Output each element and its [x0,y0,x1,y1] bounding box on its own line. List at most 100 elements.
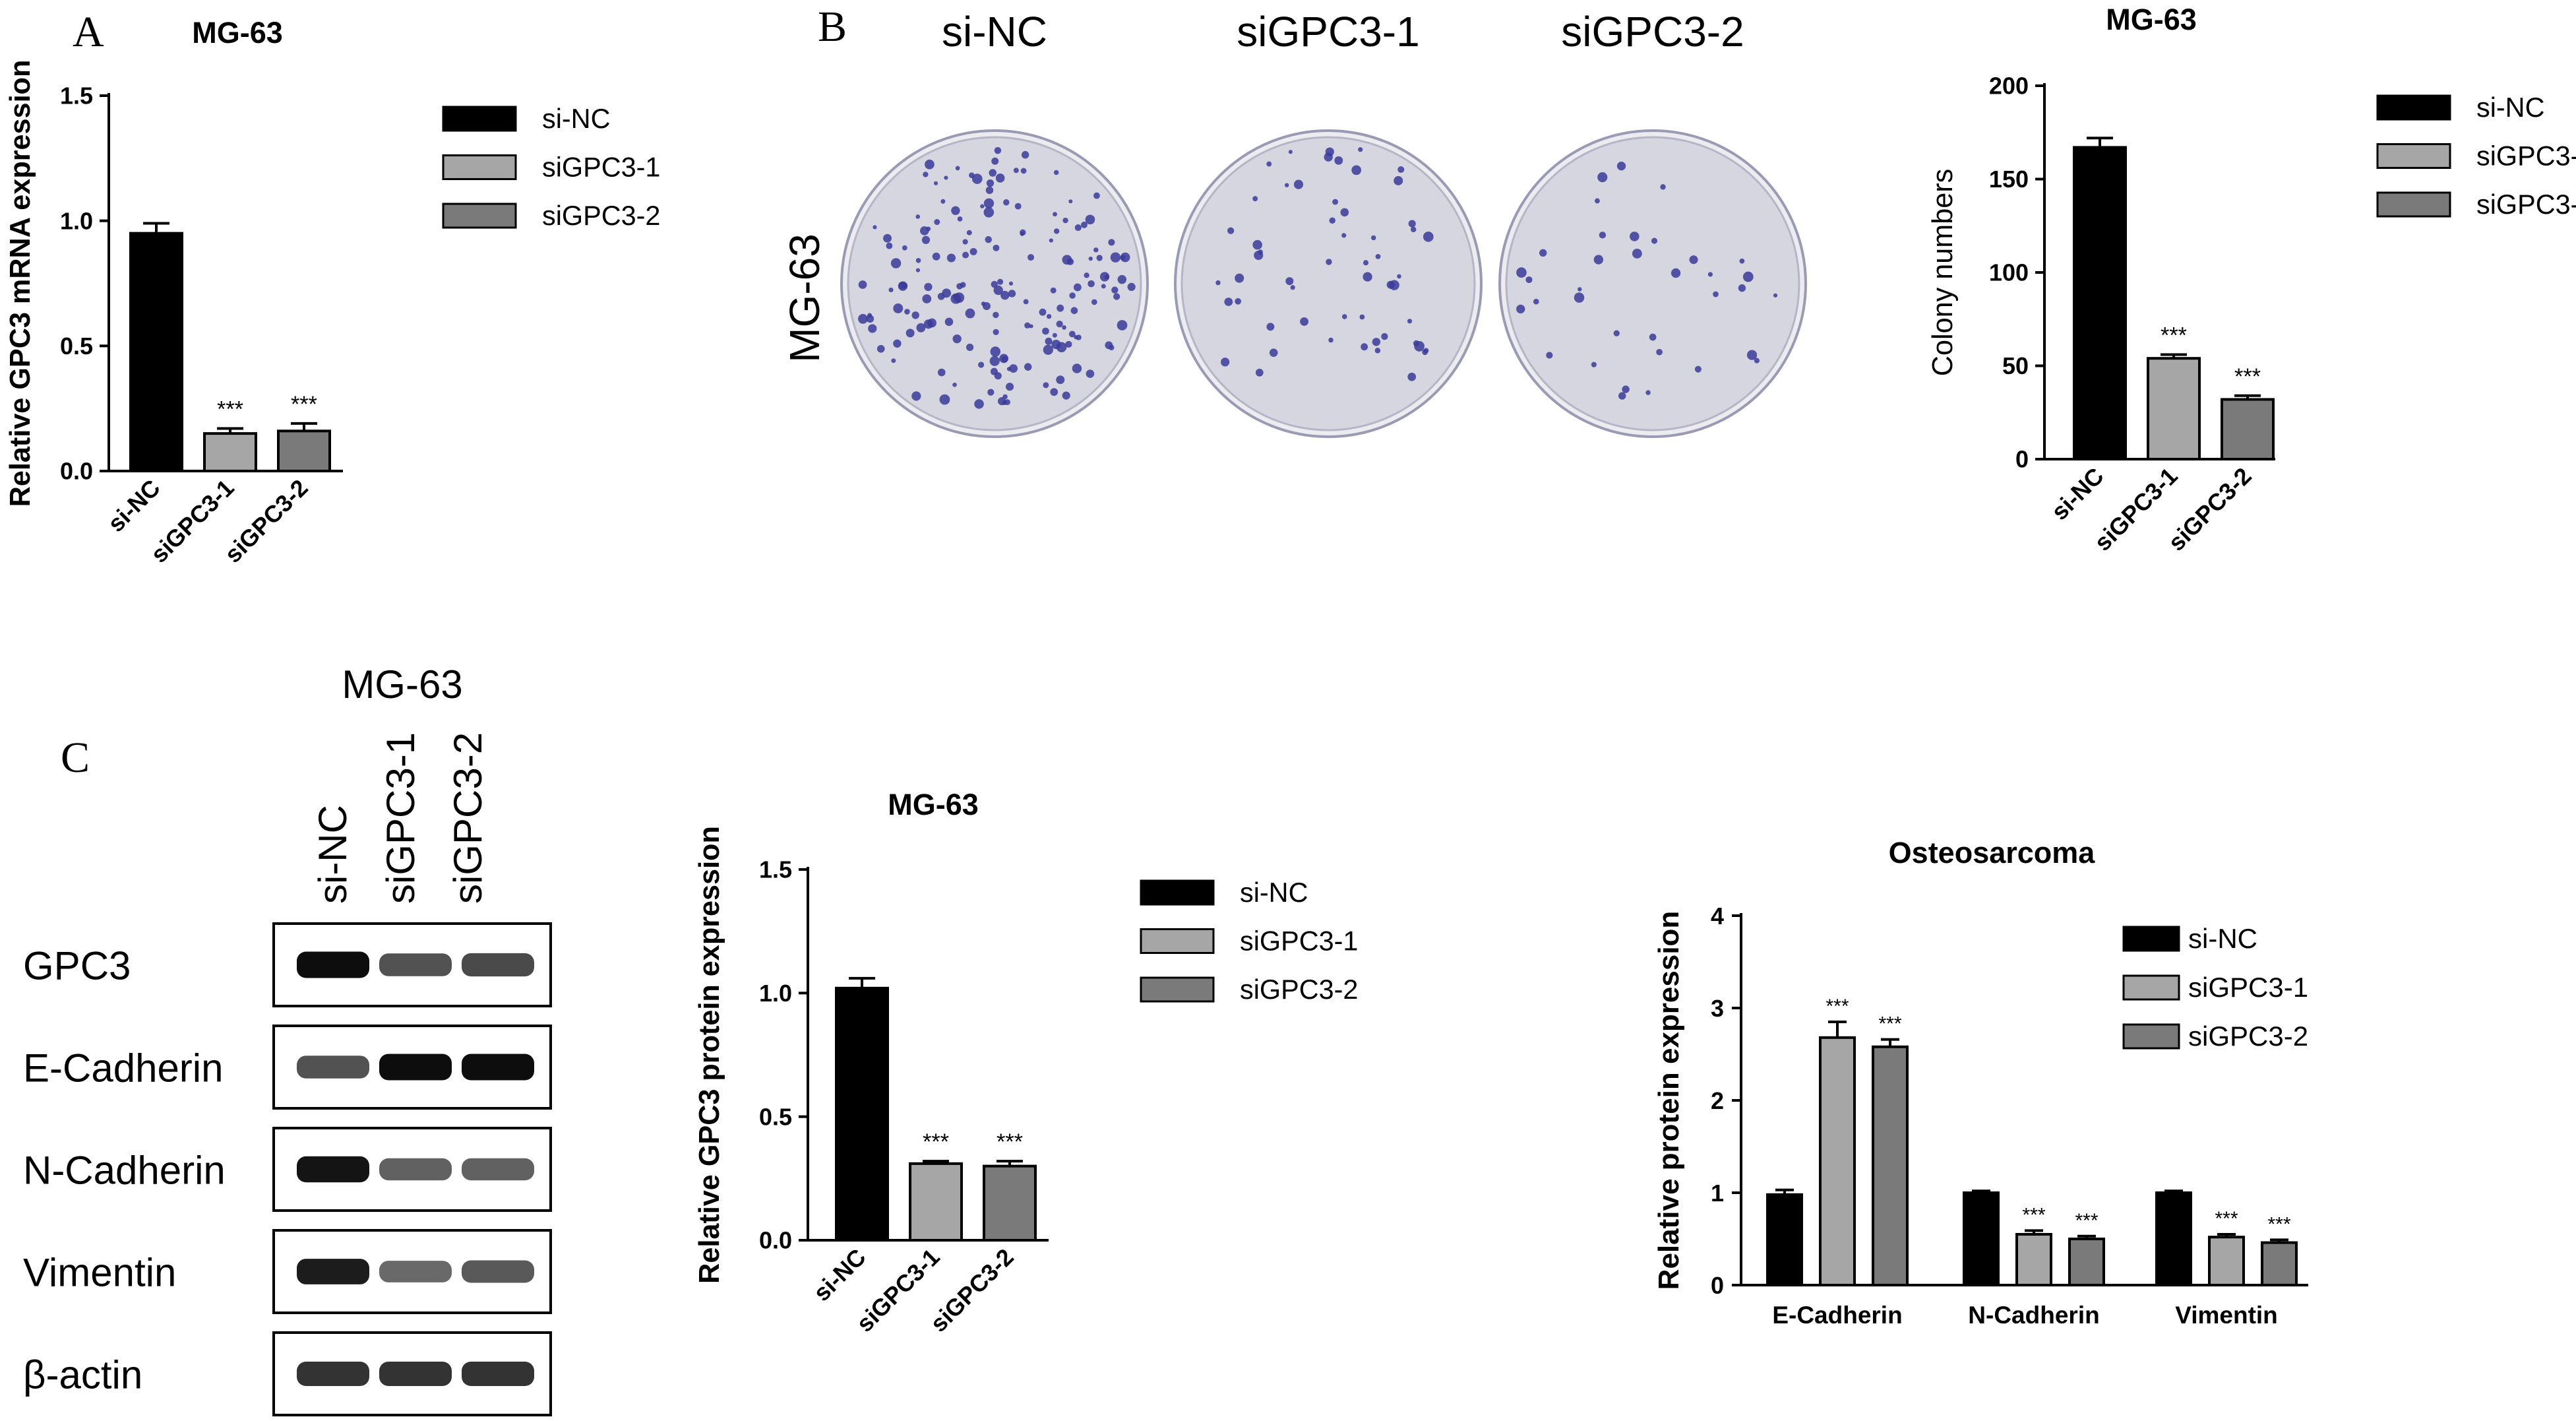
colony [1738,284,1746,292]
colony [1072,363,1082,373]
colony [883,234,892,243]
colony [1332,199,1339,205]
colony [925,159,935,170]
colony [1043,344,1053,355]
colony [971,174,983,184]
colony [962,239,968,245]
colony [1300,317,1309,326]
blot-band [379,1054,452,1081]
colony [986,179,995,187]
colony [1111,286,1119,294]
colony [915,258,921,263]
colony [989,356,1000,366]
colony [1074,224,1082,232]
colony [1599,232,1607,239]
colony [1084,272,1089,278]
colony [1127,282,1136,291]
y-tick-label: 2 [1711,1087,1724,1114]
bar-siGPC3-1 [203,432,257,472]
colony [1006,367,1012,371]
legend-swatch [1140,928,1215,954]
colony [1539,249,1547,257]
colony [951,206,960,215]
blot-row-label: E-Cadherin [23,1046,224,1090]
legend-label: si-NC [2188,923,2257,954]
colony [1372,338,1381,346]
colony [1088,256,1093,261]
colony [1003,199,1010,206]
colony [1533,298,1539,305]
y-tick-label: 1 [1711,1180,1724,1207]
blot-band [297,1259,369,1284]
blot-band [379,1261,452,1282]
colony [1375,253,1381,259]
colony [1235,298,1242,305]
colony [876,344,885,353]
petri-dish [1181,136,1476,431]
blot-row-label: β-actin [23,1353,142,1397]
colony [922,294,932,303]
bar-siGPC3-2 [983,1164,1037,1242]
colony [1656,348,1663,356]
colony [868,324,877,333]
colony [966,343,974,352]
colony [1255,368,1264,377]
blot-band [379,953,452,976]
colony [995,174,1005,183]
dish-title: si-NC [942,8,1047,55]
colony [1117,320,1128,331]
colony [1062,391,1070,400]
blot-row-label: Vimentin [23,1251,176,1295]
chart-1: MG-63 Colony numbers 0 50 100 150 200 si-NC *** s… [1927,3,2576,556]
dish-row-label: MG-63 [781,234,828,363]
y-tick-label: 100 [1989,259,2029,286]
bar-siGPC3-2-E-Cadherin [1872,1045,1909,1287]
colony [1093,192,1100,199]
colony [1414,341,1425,352]
colony [1689,255,1698,265]
colony [1039,308,1047,316]
colony [905,329,915,338]
colony [987,389,995,396]
colony [1053,228,1060,234]
colony [1525,276,1533,284]
colony [993,311,999,319]
colony [1649,333,1657,341]
legend-label: siGPC3-1 [2476,141,2576,172]
colony [980,204,985,208]
colony [1045,337,1053,345]
colony [952,334,962,344]
blot-band [462,953,534,977]
legend-swatch [2122,926,2180,952]
colony [969,247,977,255]
colony [1516,304,1525,314]
colony [1613,330,1620,336]
legend-label: siGPC3-1 [542,152,660,183]
blot-band [297,1362,369,1386]
colony [944,175,948,180]
colony [1046,313,1052,319]
colony [1053,212,1057,217]
colony [1632,248,1642,259]
colony [1630,232,1640,241]
x-tick-label: N-Cadherin [1968,1302,2099,1329]
bar-siGPC3-1-Vimentin [2208,1236,2245,1286]
colony [978,362,985,368]
colony [1108,239,1115,246]
colony [1516,267,1527,278]
colony [1001,356,1008,363]
legend-label: siGPC3-2 [1240,974,1358,1005]
legend-label: si-NC [1240,877,1308,908]
blot-lane-label: si-NC [311,805,355,904]
colony [1284,183,1289,187]
colony [1351,165,1362,175]
colony [993,285,1003,296]
colony [1088,280,1095,288]
significance-label: *** [1825,995,1849,1017]
blot-row-label: N-Cadherin [23,1149,226,1193]
blot-band [379,1362,452,1386]
colony [1293,179,1304,189]
colony [1096,255,1103,261]
legend-swatch [2122,1023,2180,1050]
colony [1773,293,1778,298]
